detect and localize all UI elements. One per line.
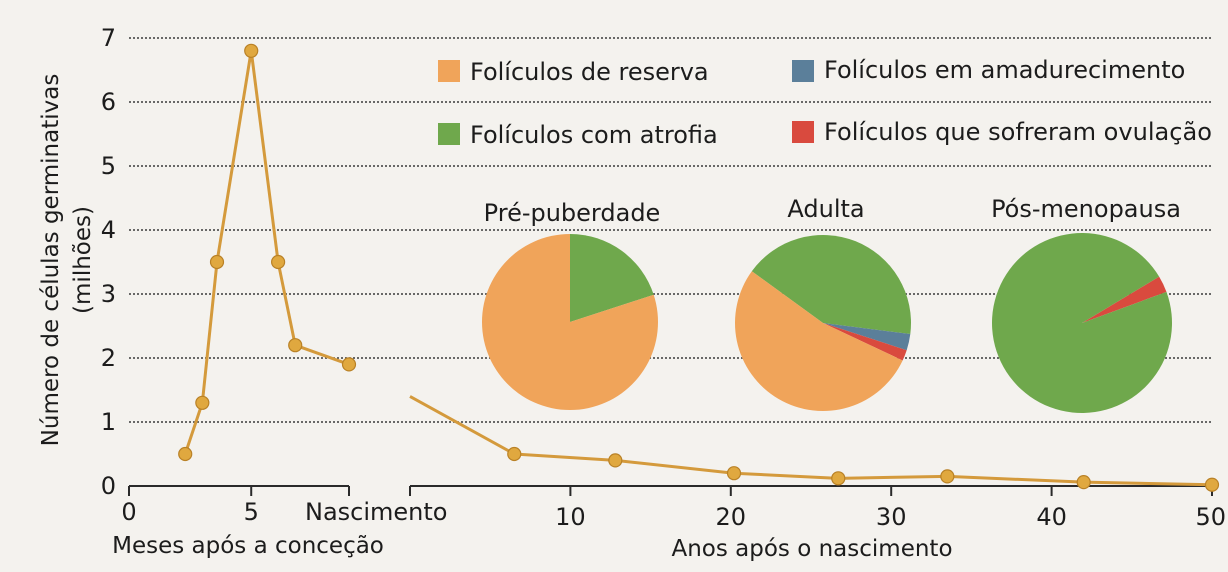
data-point [507,446,522,462]
legend-label-amadurecimento: Folículos em amadurecimento [824,56,1185,84]
pie-slice [570,234,654,322]
data-point [831,471,846,486]
legend-label-reserva: Folículos de reserva [470,58,709,86]
x-tick-label: 30 [876,503,907,531]
x-tick-label: 5 [244,498,259,526]
y-axis-title: Número de células germinativas (milhões) [38,74,96,447]
x-tick-label: 10 [555,503,586,531]
y-tick-label: 1 [101,408,116,436]
pie-slice [751,234,912,335]
data-point [1076,475,1091,490]
x-tick-label: 0 [121,498,136,526]
tick-labels: 0123456705Nascimento10203040500 [101,24,1226,531]
data-point [608,453,623,468]
y-axis-title-line2: (milhões) [70,206,96,314]
data-point [244,43,259,58]
pie-title-adulta: Adulta [787,195,864,223]
pie-slice [992,232,1172,413]
pie-slice [1082,276,1167,323]
data-point [195,395,210,410]
legend-label-ovulacao: Folículos que sofreram ovulação [824,118,1212,146]
y-tick-label: 4 [101,216,116,244]
y-tick-label: 6 [101,88,116,116]
y-tick-label: 7 [101,24,116,52]
data-point [726,466,742,481]
y-tick-label: 2 [101,344,116,372]
legend-swatch-atrofia [438,123,460,145]
pie-charts [482,232,1172,413]
legend-label-atrofia: Folículos com atrofia [470,121,718,149]
legend-swatch-reserva [438,60,460,82]
pie-slice [823,323,911,351]
data-point [288,338,303,353]
data-point [209,254,225,270]
axes [128,485,1213,496]
x-tick-label: Nascimento [305,498,447,526]
x-tick-label: 20 [716,503,747,531]
y-tick-label: 0 [101,472,116,500]
legend-swatch-ovulacao [792,121,814,143]
y-tick-label: 3 [101,280,116,308]
data-point [940,469,955,484]
series-line-years [409,395,1213,487]
legend-swatch-amadurecimento [792,60,814,82]
gridlines [129,37,1212,423]
data-markers [178,43,1220,492]
legend: Folículos de reserva Folículos em amadur… [438,56,1212,149]
x-axis-title-months: Meses após a conceção [112,533,384,559]
pie-title-pre-puberdade: Pré-puberdade [484,199,661,227]
x-axis-title-years: Anos após o nascimento [671,536,952,562]
pie-title-pos-menopausa: Pós-menopausa [991,195,1181,223]
pie-slice [735,271,903,411]
data-point [271,254,286,270]
x-tick-label: 50 [1195,503,1226,531]
y-tick-label: 5 [101,152,116,180]
data-point [1204,477,1220,492]
pie-slice [482,234,658,410]
x-tick-label: 40 [1036,503,1067,531]
series-line-months [183,49,350,455]
data-point [178,446,193,462]
pie-slice [823,323,907,361]
y-axis-title-line1: Número de células germinativas [38,74,64,447]
data-point [341,357,357,372]
